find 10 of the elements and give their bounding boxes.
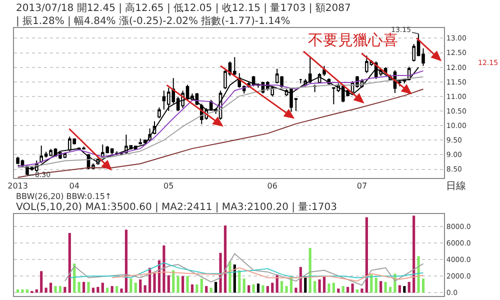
- x-tick-label: 2013: [8, 182, 28, 191]
- text: 2013/07/18 開12.45 | 高12.65 | 低12.05 | 收12.15 | 量1703 | 額2087 | 振1.28% | 幅4.84% 漲(-0.25)-2.02% 指數(-1.77)-1.14%: [16, 2, 351, 27]
- annotation: 不要見獵心喜: [308, 31, 398, 49]
- x-tick-label: 04: [69, 182, 80, 191]
- x-tick-label: 05: [164, 182, 174, 191]
- x-tick-label: 06: [267, 182, 278, 191]
- text: BBW(26,20) BBW:0.15↑: [16, 192, 112, 201]
- text: 日線: [446, 181, 466, 192]
- text: VOL(5,10,20) MA1:3500.60 | MA2:2411 | MA3:2100.20 | 量:1703: [16, 202, 338, 213]
- x-tick-label: 07: [356, 182, 368, 191]
